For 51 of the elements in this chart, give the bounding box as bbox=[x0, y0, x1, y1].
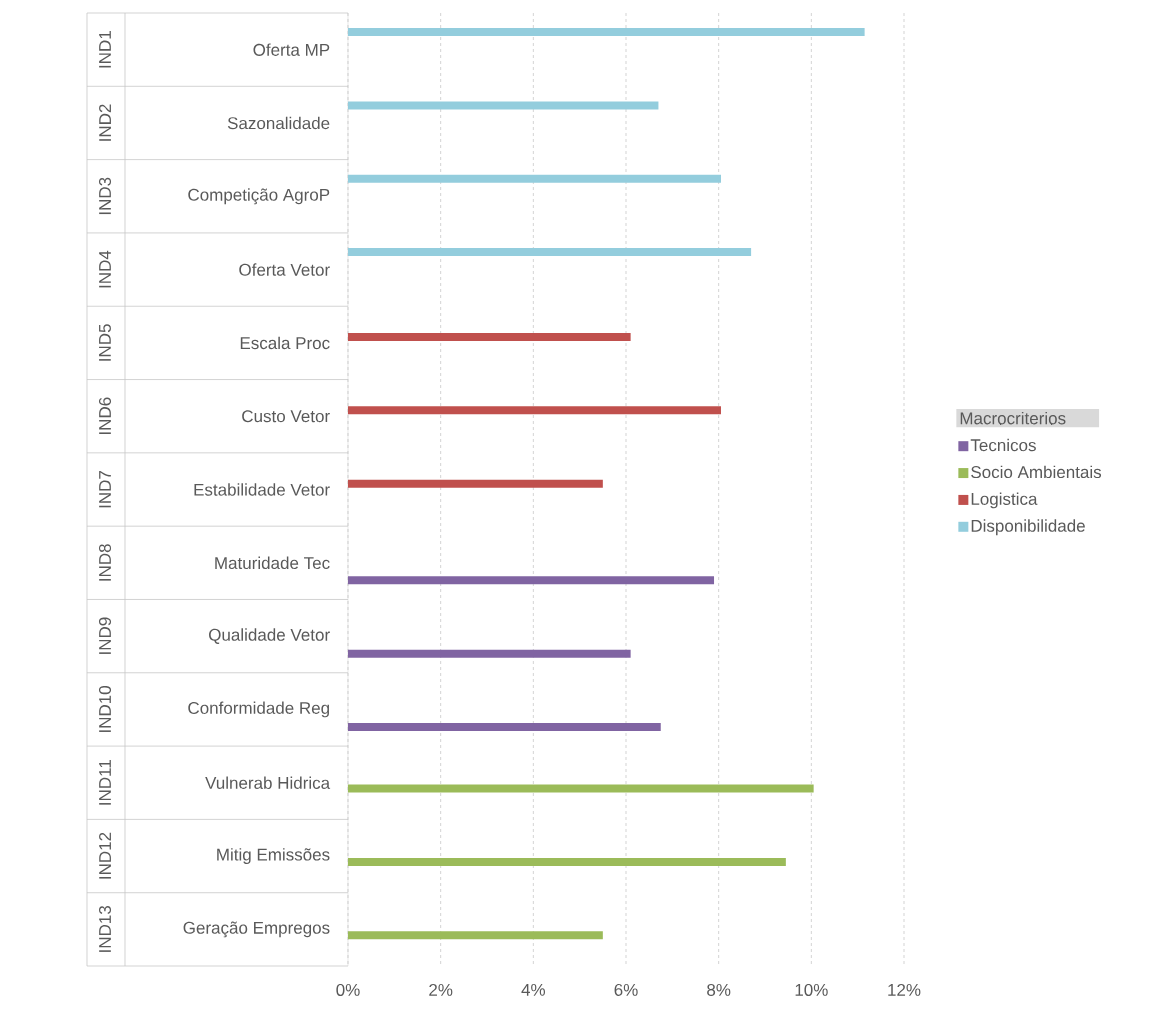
legend-label: Disponibilidade bbox=[971, 519, 1085, 536]
text: IND3 bbox=[98, 177, 112, 215]
bar bbox=[348, 28, 865, 37]
text: IND7 bbox=[99, 471, 111, 508]
bar bbox=[348, 576, 715, 585]
y-tick-label: Vulnerab Hidrica bbox=[205, 776, 331, 789]
y-tick-label: Maturidade Tec bbox=[215, 556, 330, 570]
y-tick-label: Escala Proc bbox=[240, 336, 330, 350]
text: IND9 bbox=[98, 617, 112, 654]
bar bbox=[348, 174, 721, 183]
legend-label: Socio Ambientais bbox=[971, 465, 1102, 479]
bar bbox=[348, 931, 603, 940]
x-tick-label: 8% bbox=[707, 983, 731, 996]
x-tick-label: 10% bbox=[795, 983, 828, 996]
text: IND6 bbox=[98, 397, 112, 434]
y-tick-label: Oferta Vetor bbox=[239, 263, 330, 276]
text: IND12 bbox=[99, 832, 111, 879]
text: IND10 bbox=[98, 686, 112, 732]
text: IND11 bbox=[99, 760, 111, 805]
y-tick-label: Competição AgroP bbox=[188, 188, 330, 205]
bar bbox=[348, 333, 631, 342]
bar bbox=[348, 248, 752, 257]
y-tick-label: Estabilidade Vetor bbox=[194, 483, 330, 496]
x-tick-label: 6% bbox=[614, 983, 638, 996]
y-tick-label: Conformidade Reg bbox=[188, 701, 329, 718]
x-tick-label: 2% bbox=[429, 983, 453, 996]
x-tick-label: 12% bbox=[888, 983, 921, 996]
y-tick-label: Qualidade Vetor bbox=[209, 628, 330, 644]
bar bbox=[348, 101, 659, 110]
x-tick-label: 0% bbox=[336, 983, 360, 996]
bar bbox=[348, 649, 631, 658]
bar bbox=[348, 722, 661, 731]
y-tick-label: Custo Vetor bbox=[242, 410, 330, 423]
y-tick-label: Geração Empregos bbox=[183, 921, 330, 938]
legend-label: Logistica bbox=[971, 492, 1038, 509]
bar bbox=[348, 406, 721, 415]
x-tick-label: 4% bbox=[521, 983, 546, 996]
bar bbox=[348, 784, 814, 793]
text: IND1 bbox=[99, 31, 111, 68]
y-tick-label: Sazonalidade bbox=[227, 116, 330, 130]
y-tick-label: Mitig Emissões bbox=[217, 848, 330, 864]
y-tick-label: Oferta MP bbox=[253, 43, 330, 56]
legend-label: Tecnicos bbox=[970, 438, 1036, 452]
text: IND5 bbox=[99, 324, 111, 361]
text: IND4 bbox=[99, 250, 111, 288]
legend-title: Macrocriterios bbox=[960, 411, 1066, 425]
text: IND13 bbox=[98, 906, 112, 952]
bar bbox=[348, 857, 786, 866]
text: IND2 bbox=[99, 104, 111, 141]
text: IND8 bbox=[98, 544, 112, 581]
bar bbox=[348, 479, 603, 488]
